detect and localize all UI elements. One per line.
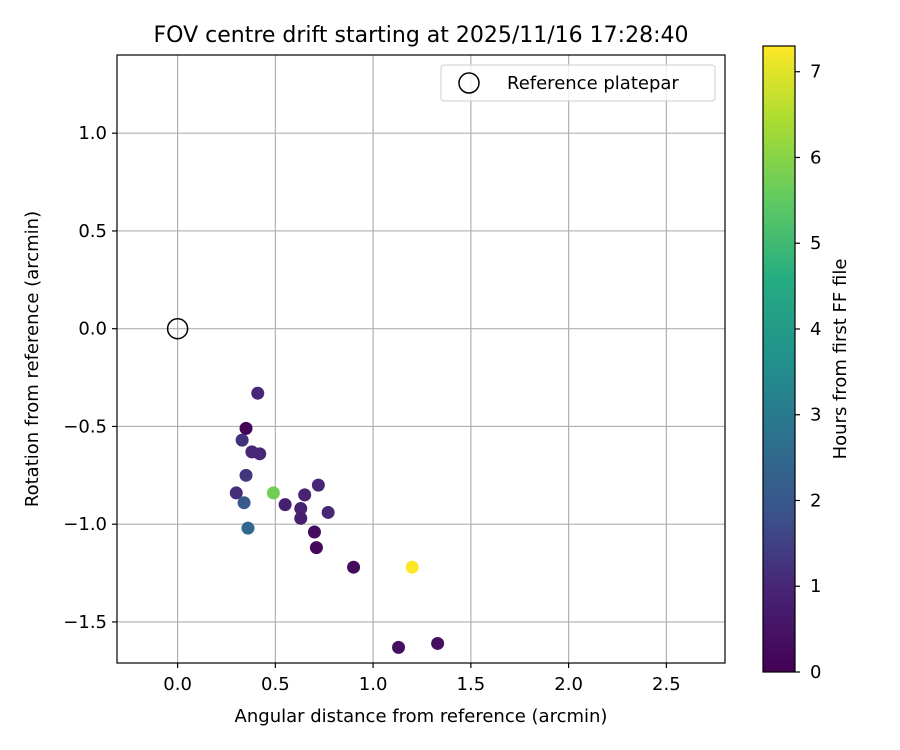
scatter-point <box>298 488 312 502</box>
y-tick-label: 0.5 <box>78 221 107 242</box>
plot-frame <box>116 54 726 664</box>
chart-title: FOV centre drift starting at 2025/11/16 … <box>154 23 689 48</box>
y-axis-ticks: 1.0 0.5 0.0 −0.5 −1.0 −1.5 <box>63 123 117 633</box>
scatter-point <box>239 468 253 482</box>
colorbar-ticks: 0 1 2 3 4 5 6 7 <box>795 62 821 683</box>
x-axis-label: Angular distance from reference (arcmin) <box>235 706 608 727</box>
colorbar-tick-label: 7 <box>810 62 821 83</box>
scatter-point <box>294 511 308 525</box>
y-tick-label: −1.5 <box>63 612 107 633</box>
scatter-point <box>321 505 335 519</box>
scatter-point <box>253 447 267 461</box>
scatter-point <box>405 560 419 574</box>
colorbar <box>762 45 796 673</box>
scatter-point <box>311 478 325 492</box>
colorbar-tick-label: 0 <box>810 662 821 683</box>
reference-platepar-marker <box>166 317 189 340</box>
scatter-point <box>431 636 445 650</box>
scatter-point <box>235 433 249 447</box>
colorbar-tick-label: 1 <box>810 576 821 597</box>
x-tick-label: 0.5 <box>261 674 290 695</box>
legend-box <box>440 64 716 102</box>
scatter-point <box>347 560 361 574</box>
colorbar-tick-label: 2 <box>810 490 821 511</box>
colorbar-tick-label: 3 <box>810 405 821 426</box>
y-axis-label: Rotation from reference (arcmin) <box>22 211 43 507</box>
y-tick-label: −1.0 <box>63 514 107 535</box>
legend-label: Reference platepar <box>507 73 679 94</box>
y-tick-label: 0.0 <box>78 319 107 340</box>
x-tick-label: 1.0 <box>359 674 388 695</box>
scatter-point <box>278 498 292 512</box>
x-tick-label: 2.5 <box>652 674 681 695</box>
x-tick-label: 2.0 <box>554 674 583 695</box>
colorbar-tick-label: 5 <box>810 233 821 254</box>
scatter-point <box>309 541 323 555</box>
colorbar-label: Hours from first FF file <box>830 259 851 460</box>
colorbar-tick-label: 4 <box>810 319 821 340</box>
colorbar-tick-label: 6 <box>810 147 821 168</box>
x-tick-label: 0.0 <box>163 674 192 695</box>
scatter-point <box>294 502 308 516</box>
x-tick-label: 1.5 <box>457 674 486 695</box>
scatter-point <box>229 486 243 500</box>
grid-lines <box>117 55 725 663</box>
scatter-point <box>241 521 255 535</box>
data-points <box>166 317 445 654</box>
scatter-point <box>307 525 321 539</box>
scatter-point <box>251 386 265 400</box>
x-axis-ticks: 0.0 0.5 1.0 1.5 2.0 2.5 <box>163 663 681 695</box>
legend-marker <box>458 72 480 94</box>
scatter-point <box>239 421 253 435</box>
legend: Reference platepar <box>440 64 716 102</box>
y-tick-label: −0.5 <box>63 416 107 437</box>
scatter-point <box>392 640 406 654</box>
scatter-point <box>237 496 251 510</box>
y-tick-label: 1.0 <box>78 123 107 144</box>
scatter-point <box>266 486 280 500</box>
